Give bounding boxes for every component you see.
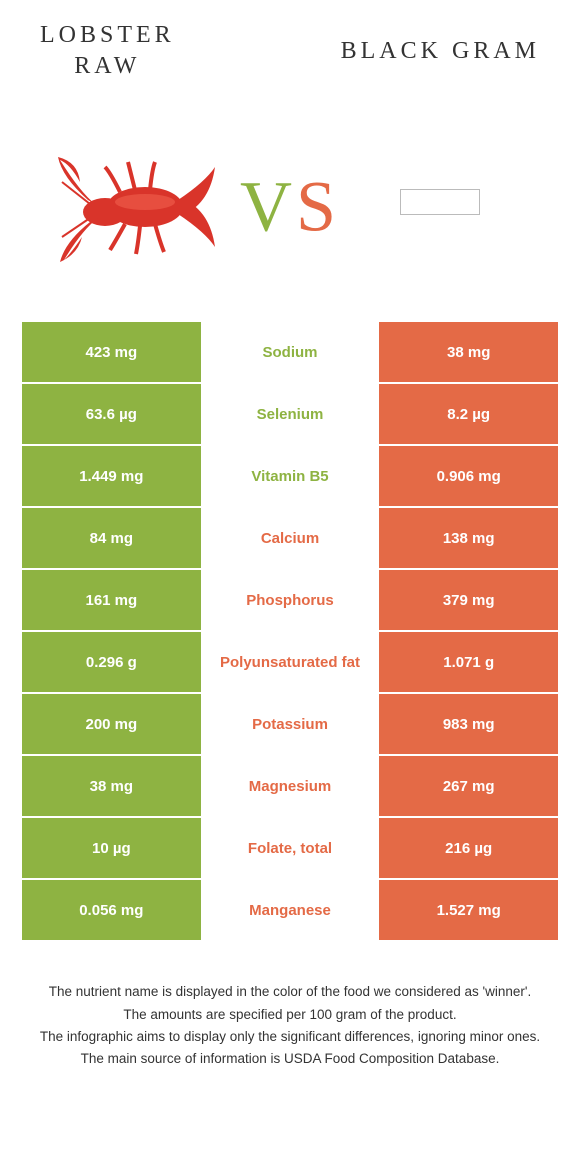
left-value-cell: 63.6 µg bbox=[22, 384, 201, 444]
nutrient-label-cell: Potassium bbox=[201, 694, 380, 754]
right-value-cell: 267 mg bbox=[379, 756, 558, 816]
images-row: VS bbox=[0, 92, 580, 322]
left-value-cell: 38 mg bbox=[22, 756, 201, 816]
nutrient-label-cell: Selenium bbox=[201, 384, 380, 444]
right-food-title: BLACK GRAM bbox=[341, 36, 540, 67]
vs-letter-s: S bbox=[296, 167, 340, 247]
right-value-cell: 8.2 µg bbox=[379, 384, 558, 444]
nutrient-label-cell: Phosphorus bbox=[201, 570, 380, 630]
left-food-image bbox=[40, 102, 240, 302]
left-value-cell: 0.296 g bbox=[22, 632, 201, 692]
nutrient-label-cell: Sodium bbox=[201, 322, 380, 382]
table-row: 1.449 mgVitamin B50.906 mg bbox=[22, 446, 558, 506]
nutrient-label-cell: Manganese bbox=[201, 880, 380, 940]
table-row: 423 mgSodium38 mg bbox=[22, 322, 558, 382]
table-row: 10 µgFolate, total216 µg bbox=[22, 818, 558, 878]
vs-label: VS bbox=[240, 166, 340, 249]
right-value-cell: 1.527 mg bbox=[379, 880, 558, 940]
table-row: 84 mgCalcium138 mg bbox=[22, 508, 558, 568]
footer-line: The nutrient name is displayed in the co… bbox=[30, 982, 550, 1002]
nutrient-label-cell: Calcium bbox=[201, 508, 380, 568]
right-value-cell: 983 mg bbox=[379, 694, 558, 754]
left-value-cell: 423 mg bbox=[22, 322, 201, 382]
table-row: 0.056 mgManganese1.527 mg bbox=[22, 880, 558, 940]
header: LOBSTER RAW BLACK GRAM bbox=[0, 0, 580, 92]
table-row: 38 mgMagnesium267 mg bbox=[22, 756, 558, 816]
lobster-icon bbox=[50, 122, 230, 282]
right-food-image bbox=[340, 102, 540, 302]
right-value-cell: 0.906 mg bbox=[379, 446, 558, 506]
right-value-cell: 38 mg bbox=[379, 322, 558, 382]
footer-line: The amounts are specified per 100 gram o… bbox=[30, 1005, 550, 1025]
right-value-cell: 1.071 g bbox=[379, 632, 558, 692]
nutrient-label-cell: Polyunsaturated fat bbox=[201, 632, 380, 692]
right-value-cell: 216 µg bbox=[379, 818, 558, 878]
footer-line: The main source of information is USDA F… bbox=[30, 1049, 550, 1069]
table-row: 161 mgPhosphorus379 mg bbox=[22, 570, 558, 630]
placeholder-icon bbox=[400, 189, 480, 215]
left-value-cell: 84 mg bbox=[22, 508, 201, 568]
left-value-cell: 1.449 mg bbox=[22, 446, 201, 506]
left-food-title: LOBSTER RAW bbox=[40, 20, 175, 82]
table-row: 200 mgPotassium983 mg bbox=[22, 694, 558, 754]
left-value-cell: 161 mg bbox=[22, 570, 201, 630]
table-row: 63.6 µgSelenium8.2 µg bbox=[22, 384, 558, 444]
footer-line: The infographic aims to display only the… bbox=[30, 1027, 550, 1047]
nutrient-label-cell: Folate, total bbox=[201, 818, 380, 878]
left-value-cell: 0.056 mg bbox=[22, 880, 201, 940]
left-value-cell: 200 mg bbox=[22, 694, 201, 754]
right-value-cell: 138 mg bbox=[379, 508, 558, 568]
comparison-table: 423 mgSodium38 mg63.6 µgSelenium8.2 µg1.… bbox=[0, 322, 580, 940]
nutrient-label-cell: Magnesium bbox=[201, 756, 380, 816]
left-value-cell: 10 µg bbox=[22, 818, 201, 878]
table-row: 0.296 gPolyunsaturated fat1.071 g bbox=[22, 632, 558, 692]
vs-letter-v: V bbox=[240, 167, 296, 247]
nutrient-label-cell: Vitamin B5 bbox=[201, 446, 380, 506]
footer-notes: The nutrient name is displayed in the co… bbox=[0, 942, 580, 1091]
right-value-cell: 379 mg bbox=[379, 570, 558, 630]
